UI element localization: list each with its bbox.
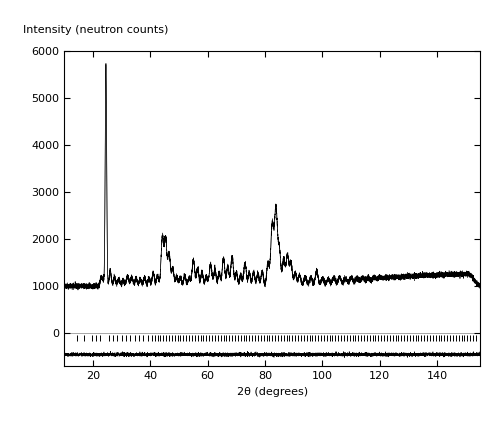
- X-axis label: 2θ (degrees): 2θ (degrees): [237, 386, 308, 397]
- Text: Intensity (neutron counts): Intensity (neutron counts): [23, 25, 168, 35]
